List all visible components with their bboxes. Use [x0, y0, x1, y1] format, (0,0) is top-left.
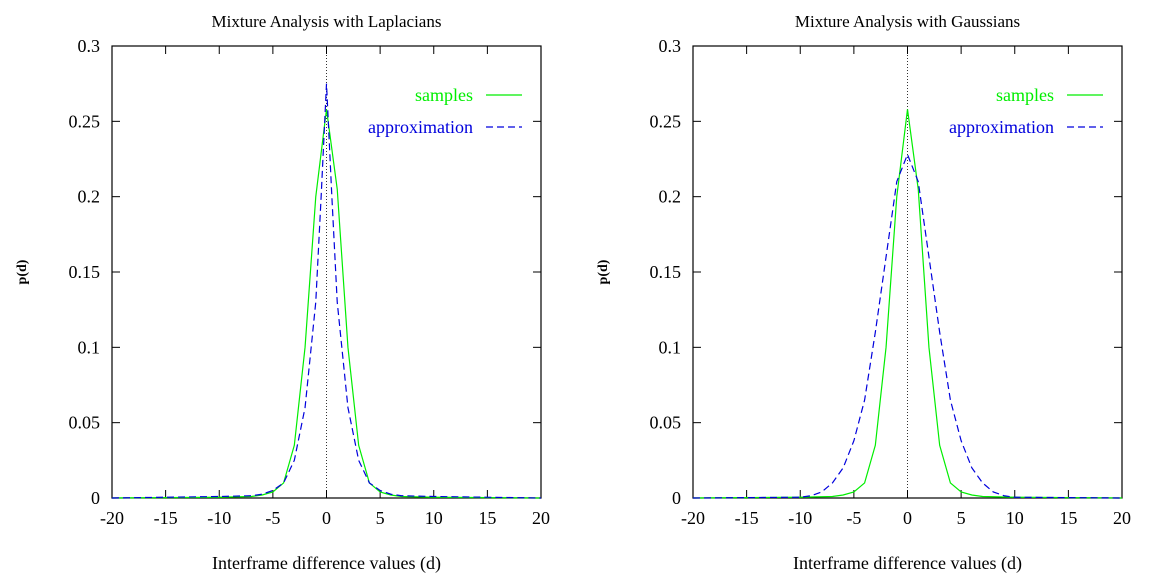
x-tick-label: 10 — [1006, 508, 1024, 528]
x-tick-label: 20 — [1113, 508, 1131, 528]
chart-gaussians: Mixture Analysis with Gaussians -20 -15 -10… — [596, 12, 1131, 574]
legend-label-approximation: approximation — [949, 117, 1054, 137]
x-tick-label: 5 — [957, 508, 966, 528]
y-tick-label: 0.05 — [650, 413, 682, 433]
y-axis-label: p(d) — [596, 259, 611, 284]
x-tick-label: 15 — [1059, 508, 1077, 528]
legend-label-samples: samples — [996, 85, 1054, 105]
y-tick-label: 0.3 — [659, 36, 682, 56]
series-line-approximation — [111, 83, 542, 499]
y-tick-label: 0.25 — [650, 111, 682, 131]
x-tick-label: -5 — [846, 508, 861, 528]
y-tick-label: 0.1 — [78, 337, 101, 357]
x-tick-label: -5 — [265, 508, 280, 528]
x-tick-label: 15 — [478, 508, 496, 528]
x-tick-label: -15 — [154, 508, 178, 528]
x-axis-label: Interframe difference values (d) — [212, 553, 441, 574]
legend-label-samples: samples — [415, 85, 473, 105]
y-tick-label: 0 — [672, 488, 681, 508]
x-tick-label: -15 — [735, 508, 759, 528]
chart-laplacians: Mixture Analysis with Laplacians -20 -15 -1… — [15, 12, 550, 574]
x-tick-label: -20 — [100, 508, 124, 528]
x-tick-label: -10 — [207, 508, 231, 528]
x-tick-label: 20 — [532, 508, 550, 528]
y-tick-label: 0.25 — [69, 111, 101, 131]
y-tick-label: 0 — [91, 488, 100, 508]
y-tick-label: 0.1 — [659, 337, 682, 357]
y-tick-label: 0.05 — [69, 413, 101, 433]
chart-panel-laplacians: Mixture Analysis with Laplacians -20 -15 -1… — [0, 0, 581, 584]
series-line-samples — [692, 109, 1123, 499]
y-tick-label: 0.2 — [659, 187, 682, 207]
x-tick-label: 5 — [376, 508, 385, 528]
y-tick-label: 0.15 — [650, 262, 682, 282]
series-line-approximation — [692, 152, 1123, 499]
x-tick-label: -10 — [788, 508, 812, 528]
y-tick-label: 0.3 — [78, 36, 101, 56]
chart-title: Mixture Analysis with Laplacians — [212, 12, 442, 31]
y-tick-label: 0.15 — [69, 262, 101, 282]
y-axis-label: p(d) — [15, 259, 30, 284]
chart-panel-gaussians: Mixture Analysis with Gaussians -20 -15 -10… — [581, 0, 1162, 584]
x-tick-label: 0 — [903, 508, 912, 528]
x-tick-label: -20 — [681, 508, 705, 528]
series-line-samples — [111, 109, 542, 499]
y-tick-label: 0.2 — [78, 187, 101, 207]
x-tick-label: 10 — [425, 508, 443, 528]
legend-label-approximation: approximation — [368, 117, 473, 137]
x-axis-label: Interframe difference values (d) — [793, 553, 1022, 574]
x-tick-label: 0 — [322, 508, 331, 528]
chart-title: Mixture Analysis with Gaussians — [795, 12, 1020, 31]
